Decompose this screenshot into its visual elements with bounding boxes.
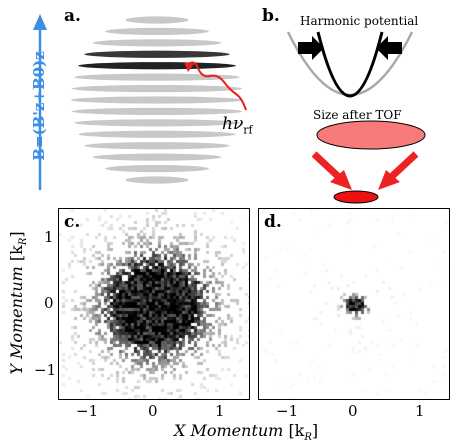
y-axis-label: Y Momentum [kR] <box>7 231 30 375</box>
x-tick-c-0: 0 <box>148 402 158 420</box>
cloud-slice <box>71 84 243 93</box>
cloud-slice <box>74 73 240 81</box>
cloud-slice <box>125 16 189 24</box>
x-tick-c-neg1: −1 <box>76 402 99 420</box>
x-tick-c-1: 1 <box>215 402 225 420</box>
field-arrow <box>33 14 47 190</box>
squeeze-arrow-left-icon <box>298 36 324 60</box>
cloud-slice <box>92 153 222 161</box>
resonant-slice <box>84 50 230 58</box>
cloud-slice <box>71 107 243 116</box>
cloud-slice <box>78 130 236 138</box>
x-tick-d-neg1: −1 <box>276 402 299 420</box>
tof-cloud-large <box>316 120 426 150</box>
field-label: B=(B'z+B0)z <box>30 51 48 161</box>
panel-d-label: d. <box>264 212 282 232</box>
x-axis-label: X Momentum [kR] <box>174 421 319 444</box>
y-tick-0: 0 <box>44 294 54 312</box>
x-tick-d-1: 1 <box>415 402 425 420</box>
panel-b-label: b. <box>262 6 280 26</box>
y-tick-neg1: −1 <box>34 361 57 379</box>
cloud-slice <box>125 176 189 184</box>
cloud-slice <box>74 119 240 127</box>
rf-photon-icon <box>184 61 247 111</box>
cooling-arrows-icon <box>311 151 419 190</box>
cloud-slice <box>92 39 222 47</box>
cloud-slice <box>84 142 230 150</box>
heatmap-d <box>258 208 450 400</box>
cloud-slice <box>105 27 209 36</box>
tof-cloud-small <box>333 190 379 204</box>
photon-label: hνrf <box>222 114 253 137</box>
squeeze-arrow-right-icon <box>376 36 402 60</box>
heatmap-c <box>58 208 250 400</box>
size-label: Size after TOF <box>313 108 402 122</box>
cloud-slice <box>105 164 209 173</box>
y-tick-1: 1 <box>44 228 54 246</box>
x-tick-d-0: 0 <box>348 402 358 420</box>
potential-label: Harmonic potential <box>300 14 419 28</box>
panel-c-label: c. <box>64 212 81 232</box>
cloud-slice <box>71 96 243 104</box>
harmonic-potential <box>286 31 414 98</box>
panel-a-label: a. <box>64 6 81 26</box>
